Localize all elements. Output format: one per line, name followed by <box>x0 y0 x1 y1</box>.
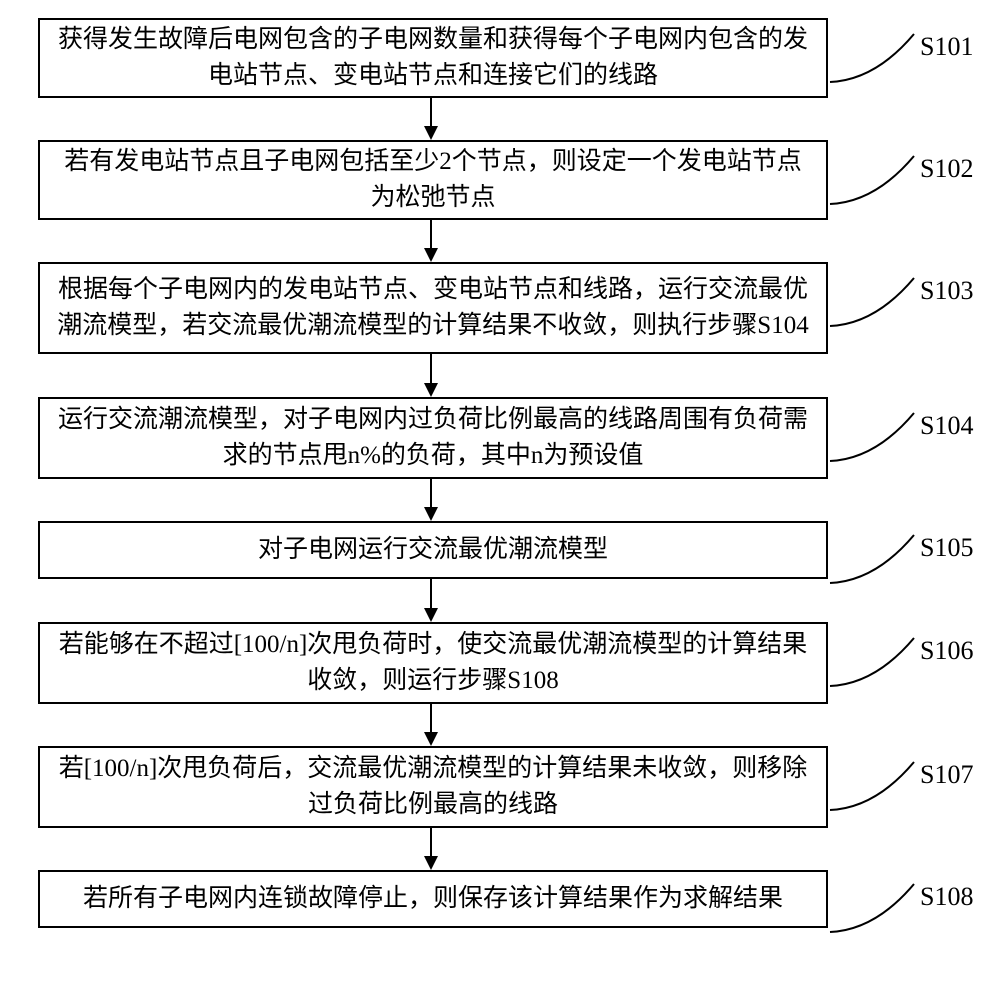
connector-curve <box>828 756 930 814</box>
arrow-line <box>430 479 432 509</box>
step-text: 根据每个子电网内的发电站节点、变电站节点和线路，运行交流最优潮流模型，若交流最优… <box>54 272 812 345</box>
step-text: 获得发生故障后电网包含的子电网数量和获得每个子电网内包含的发电站节点、变电站节点… <box>54 22 812 95</box>
arrow-head-icon <box>424 507 438 521</box>
arrow-head-icon <box>424 126 438 140</box>
arrow-head-icon <box>424 856 438 870</box>
step-text: 若有发电站节点且子电网包括至少2个节点，则设定一个发电站节点为松弛节点 <box>54 144 812 217</box>
connector-curve <box>828 28 930 86</box>
arrow-line <box>430 704 432 734</box>
connector-curve <box>828 150 930 208</box>
flowchart-canvas: 获得发生故障后电网包含的子电网数量和获得每个子电网内包含的发电站节点、变电站节点… <box>0 0 1000 988</box>
arrow-head-icon <box>424 383 438 397</box>
step-box-s103: 根据每个子电网内的发电站节点、变电站节点和线路，运行交流最优潮流模型，若交流最优… <box>38 262 828 354</box>
arrow-head-icon <box>424 248 438 262</box>
connector-curve <box>828 407 930 465</box>
arrow-line <box>430 354 432 385</box>
step-box-s104: 运行交流潮流模型，对子电网内过负荷比例最高的线路周围有负荷需求的节点甩n%的负荷… <box>38 397 828 479</box>
connector-curve <box>828 632 930 690</box>
connector-curve <box>828 529 930 587</box>
step-text: 若[100/n]次甩负荷后，交流最优潮流模型的计算结果未收敛，则移除过负荷比例最… <box>54 751 812 824</box>
arrow-line <box>430 220 432 250</box>
step-box-s106: 若能够在不超过[100/n]次甩负荷时，使交流最优潮流模型的计算结果收敛，则运行… <box>38 622 828 704</box>
step-box-s101: 获得发生故障后电网包含的子电网数量和获得每个子电网内包含的发电站节点、变电站节点… <box>38 18 828 98</box>
connector-curve <box>828 878 930 936</box>
step-box-s108: 若所有子电网内连锁故障停止，则保存该计算结果作为求解结果 <box>38 870 828 928</box>
step-text: 对子电网运行交流最优潮流模型 <box>258 532 608 568</box>
step-text: 若所有子电网内连锁故障停止，则保存该计算结果作为求解结果 <box>83 881 783 917</box>
step-box-s105: 对子电网运行交流最优潮流模型 <box>38 521 828 579</box>
step-box-s102: 若有发电站节点且子电网包括至少2个节点，则设定一个发电站节点为松弛节点 <box>38 140 828 220</box>
arrow-head-icon <box>424 732 438 746</box>
step-text: 若能够在不超过[100/n]次甩负荷时，使交流最优潮流模型的计算结果收敛，则运行… <box>54 627 812 700</box>
step-box-s107: 若[100/n]次甩负荷后，交流最优潮流模型的计算结果未收敛，则移除过负荷比例最… <box>38 746 828 828</box>
arrow-line <box>430 98 432 128</box>
connector-curve <box>828 272 930 330</box>
arrow-line <box>430 579 432 610</box>
arrow-head-icon <box>424 608 438 622</box>
arrow-line <box>430 828 432 858</box>
step-text: 运行交流潮流模型，对子电网内过负荷比例最高的线路周围有负荷需求的节点甩n%的负荷… <box>54 402 812 475</box>
